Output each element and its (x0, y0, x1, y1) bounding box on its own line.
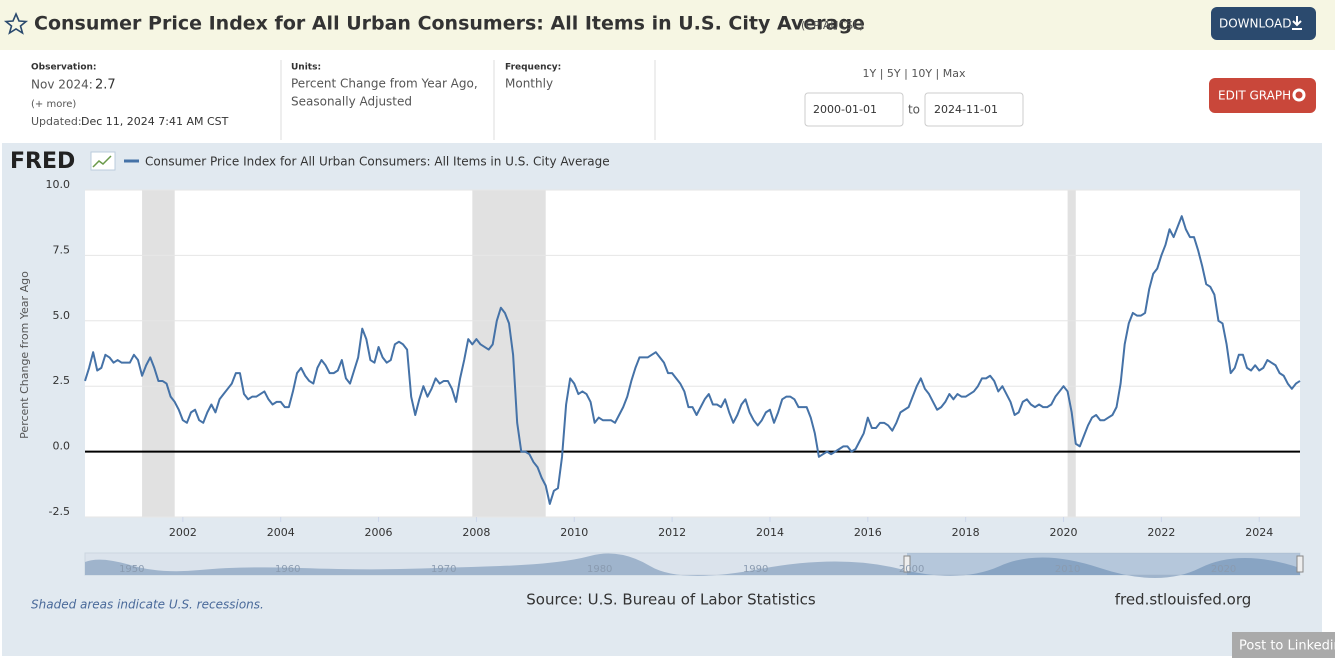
units-line: Seasonally Adjusted (291, 95, 412, 109)
edit-graph-label[interactable]: EDIT GRAPH (1218, 89, 1291, 103)
updated-label: Updated: (31, 115, 82, 128)
start-date[interactable]: 2000-01-01 (813, 103, 877, 116)
end-date-input[interactable] (924, 92, 1024, 127)
y-tick-label: 0.0 (53, 440, 71, 453)
x-tick-label: 2022 (1147, 526, 1175, 539)
navigator-handle[interactable] (1296, 555, 1304, 573)
x-tick-label: 2002 (169, 526, 197, 539)
navigator-label: 2020 (1211, 564, 1236, 575)
units-label: Units: (291, 63, 321, 73)
recession-band (142, 190, 175, 517)
download-label[interactable]: DOWNLOAD (1219, 17, 1291, 31)
end-date[interactable]: 2024-11-01 (934, 103, 998, 116)
navigator-label: 1970 (431, 564, 456, 575)
units-line: Percent Change from Year Ago, (291, 77, 478, 91)
star-icon[interactable] (3, 11, 29, 35)
header-bar (0, 0, 1335, 50)
download-icon (1292, 16, 1302, 30)
recession-band (1067, 190, 1076, 517)
x-tick-label: 2016 (854, 526, 882, 539)
navigator-area (85, 553, 1300, 578)
recession-note: Shaded areas indicate U.S. recessions. (31, 598, 264, 612)
x-tick-label: 2008 (462, 526, 490, 539)
logo-icon (90, 151, 116, 171)
navigator-label: 2010 (1055, 564, 1080, 575)
x-tick-label: 2024 (1245, 526, 1273, 539)
y-tick-label: 5.0 (53, 309, 71, 322)
navigator-label: 1980 (587, 564, 612, 575)
navigator-label: 1950 (119, 564, 144, 575)
navigator-label: 2000 (899, 564, 924, 575)
observation-date: Nov 2024: (31, 78, 93, 92)
gear-icon (1292, 88, 1306, 102)
navigator-selection[interactable] (907, 553, 1300, 575)
download-button[interactable] (1211, 7, 1316, 40)
y-tick-label: 2.5 (53, 374, 71, 387)
source: Source: U.S. Bureau of Labor Statistics (526, 591, 816, 609)
navigator-label: 1960 (275, 564, 300, 575)
x-tick-label: 2012 (658, 526, 686, 539)
series-id: (CPIAUCSL) (801, 19, 864, 32)
series-line (84, 215, 1301, 505)
title: Consumer Price Index for All Urban Consu… (34, 13, 865, 35)
recession-band (472, 190, 546, 517)
y-tick-label: 10.0 (46, 178, 71, 191)
logo-icon-line (92, 155, 112, 168)
updated: Dec 11, 2024 7:41 AM CST (81, 115, 229, 128)
y-axis-label: Percent Change from Year Ago (18, 271, 31, 439)
observation-label: Observation: (31, 63, 97, 73)
edit-graph-button[interactable] (1209, 78, 1316, 113)
site[interactable]: fred.stlouisfed.org (1115, 591, 1252, 609)
start-date-input[interactable] (804, 92, 904, 127)
share-label[interactable]: Post to Linkedin (1239, 639, 1335, 654)
x-tick-label: 2020 (1050, 526, 1078, 539)
x-tick-label: 2018 (952, 526, 980, 539)
navigator-label: 1990 (743, 564, 768, 575)
x-tick-label: 2004 (267, 526, 295, 539)
share-button[interactable] (1232, 632, 1335, 658)
frequency: Monthly (505, 77, 553, 91)
to-label: to (908, 103, 920, 117)
y-tick-label: -2.5 (49, 505, 70, 518)
fred-logo: FRED (10, 149, 75, 174)
navigator-handle[interactable] (903, 555, 911, 573)
x-tick-label: 2014 (756, 526, 784, 539)
legend-text: Consumer Price Index for All Urban Consu… (145, 155, 610, 169)
x-tick-label: 2006 (365, 526, 393, 539)
range-links[interactable]: 1Y | 5Y | 10Y | Max (863, 67, 966, 80)
plot-area (85, 190, 1300, 517)
y-tick-label: 7.5 (53, 243, 71, 256)
frequency-label: Frequency: (505, 63, 561, 73)
more-link[interactable]: (+ more) (31, 99, 76, 110)
x-tick-label: 2010 (560, 526, 588, 539)
observation-value: 2.7 (95, 78, 116, 93)
